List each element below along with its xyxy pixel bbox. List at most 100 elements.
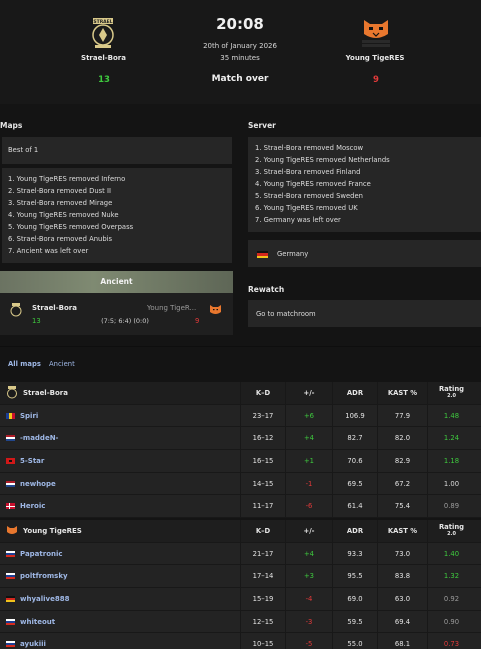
player-plus-minus: +1 [285, 450, 332, 472]
col-rating-version: 2.0 [447, 392, 456, 399]
player-row[interactable]: -maddeN- 16–12 +4 82.7 82.0 1.24 [0, 427, 481, 451]
player-row[interactable]: Papatronic 21–17 +4 93.3 73.0 1.40 [0, 542, 481, 566]
player-kast: 77.9 [377, 404, 427, 427]
played-team2-score: 9 [195, 317, 200, 325]
player-plus-minus: -3 [285, 610, 332, 633]
col-rating[interactable]: Rating 2.0 [427, 520, 475, 542]
tab-ancient[interactable]: Ancient [49, 360, 75, 368]
team2-score: 9 [373, 75, 379, 85]
team1-table-team[interactable]: Strael-Bora [0, 386, 240, 399]
player-row[interactable]: Spiri 23–17 +6 106.9 77.9 1.48 [0, 404, 481, 428]
map-veto-item: 1. Young TigeRES removed Inferno [8, 175, 126, 183]
player-cell[interactable]: poltfromsky [0, 572, 240, 580]
col-adr[interactable]: ADR [332, 382, 377, 404]
team1-logo[interactable]: STRAEL [89, 17, 117, 49]
player-name[interactable]: whyalive888 [20, 594, 70, 603]
map-veto-item: 6. Strael-Bora removed Anubis [8, 235, 113, 243]
player-rating: 1.32 [427, 565, 475, 588]
player-name[interactable]: Spiri [20, 411, 39, 420]
player-adr: 59.5 [332, 610, 377, 633]
server-veto-item: 4. Young TigeRES removed France [255, 180, 371, 188]
matchroom-link[interactable]: Go to matchroom [248, 300, 481, 327]
player-row[interactable]: Heroic 11–17 -6 61.4 75.4 0.89 [0, 495, 481, 519]
player-rating: 1.18 [427, 450, 475, 472]
played-team1-score: 13 [32, 317, 41, 325]
player-name[interactable]: ayukiii [20, 640, 46, 649]
col-rating[interactable]: Rating 2.0 [427, 382, 475, 404]
player-kast: 68.1 [377, 633, 427, 649]
col-kd[interactable]: K–D [240, 520, 285, 542]
map-veto-item: 4. Young TigeRES removed Nuke [8, 211, 119, 219]
maps-title: Maps [0, 121, 23, 130]
ru-flag-icon [6, 550, 15, 557]
col-plus-minus[interactable]: +/- [285, 382, 332, 404]
player-adr: 69.0 [332, 588, 377, 610]
player-plus-minus: +4 [285, 542, 332, 565]
player-cell[interactable]: newhope [0, 480, 240, 488]
map-veto-item: 7. Ancient was left over [8, 247, 89, 255]
player-name[interactable]: 5-Star [20, 456, 45, 465]
player-cell[interactable]: Papatronic [0, 550, 240, 558]
col-kast[interactable]: KAST % [377, 520, 427, 542]
player-name[interactable]: newhope [20, 479, 56, 488]
dk-flag-icon [6, 503, 15, 510]
de-flag-icon [6, 595, 15, 602]
server-veto-item: 1. Strael-Bora removed Moscow [255, 144, 364, 152]
player-kd: 16–15 [240, 450, 285, 472]
player-name[interactable]: Papatronic [20, 549, 63, 558]
player-cell[interactable]: ayukiii [0, 640, 240, 648]
player-kd: 11–17 [240, 495, 285, 518]
player-row[interactable]: 5-Star 16–15 +1 70.6 82.9 1.18 [0, 450, 481, 473]
player-adr: 55.0 [332, 633, 377, 649]
player-cell[interactable]: whiteout [0, 618, 240, 626]
nl-flag-icon [6, 480, 15, 487]
server-veto-panel: 1. Strael-Bora removed Moscow 2. Young Ti… [248, 137, 481, 232]
player-name[interactable]: Heroic [20, 502, 46, 511]
team2-small-logo-icon [7, 525, 17, 534]
player-name[interactable]: whiteout [20, 617, 56, 626]
col-rating-version: 2.0 [447, 530, 456, 537]
player-cell[interactable]: 5-Star [0, 457, 240, 465]
col-kast[interactable]: KAST % [377, 382, 427, 404]
team1-name[interactable]: Strael-Bora [81, 54, 126, 62]
player-cell[interactable]: whyalive888 [0, 595, 240, 603]
player-kast: 69.4 [377, 610, 427, 633]
played-map-banner[interactable]: Ancient [0, 271, 233, 293]
player-row[interactable]: ayukiii 10–15 -5 55.0 68.1 0.73 [0, 633, 481, 649]
col-rating-label: Rating [438, 522, 465, 531]
player-cell[interactable]: Spiri [0, 412, 240, 420]
player-kast: 82.0 [377, 427, 427, 450]
server-veto-item: 3. Strael-Bora removed Finland [255, 168, 361, 176]
tab-all-maps[interactable]: All maps [8, 360, 41, 368]
player-cell[interactable]: -maddeN- [0, 434, 240, 442]
match-status: Match over [211, 74, 269, 84]
player-adr: 70.6 [332, 450, 377, 472]
player-name[interactable]: poltfromsky [20, 572, 68, 581]
player-plus-minus: -6 [285, 495, 332, 518]
server-veto-item: 7. Germany was left over [255, 216, 341, 224]
team2-table-team[interactable]: Young TigeRES [0, 525, 240, 537]
col-plus-minus[interactable]: +/- [285, 520, 332, 542]
player-row[interactable]: newhope 14–15 -1 69.5 67.2 1.00 [0, 472, 481, 496]
col-adr[interactable]: ADR [332, 520, 377, 542]
team2-name[interactable]: Young TigeRES [345, 54, 405, 62]
col-kd[interactable]: K–D [240, 382, 285, 404]
col-rating-label: Rating [438, 384, 465, 393]
server-location: Germany [277, 250, 309, 258]
player-row[interactable]: whiteout 12–15 -3 59.5 69.4 0.90 [0, 610, 481, 634]
player-plus-minus: -4 [285, 588, 332, 610]
player-kd: 16–12 [240, 427, 285, 450]
player-kast: 83.8 [377, 565, 427, 588]
player-row[interactable]: whyalive888 15–19 -4 69.0 63.0 0.92 [0, 588, 481, 611]
player-row[interactable]: poltfromsky 17–14 +3 95.5 83.8 1.32 [0, 565, 481, 589]
played-map-result[interactable]: Strael-Bora 13 (7:5; 6:4) (0:0) Young Ti… [0, 293, 233, 335]
player-name[interactable]: -maddeN- [20, 434, 59, 443]
player-kast: 63.0 [377, 588, 427, 610]
team1-small-logo-icon [7, 386, 17, 399]
player-cell[interactable]: Heroic [0, 502, 240, 510]
nl-flag-icon [6, 435, 15, 442]
player-plus-minus: +4 [285, 427, 332, 450]
played-team2-name: Young TigeR... [147, 304, 197, 312]
team2-logo[interactable] [360, 16, 392, 49]
server-veto-item: 5. Strael-Bora removed Sweden [255, 192, 363, 200]
